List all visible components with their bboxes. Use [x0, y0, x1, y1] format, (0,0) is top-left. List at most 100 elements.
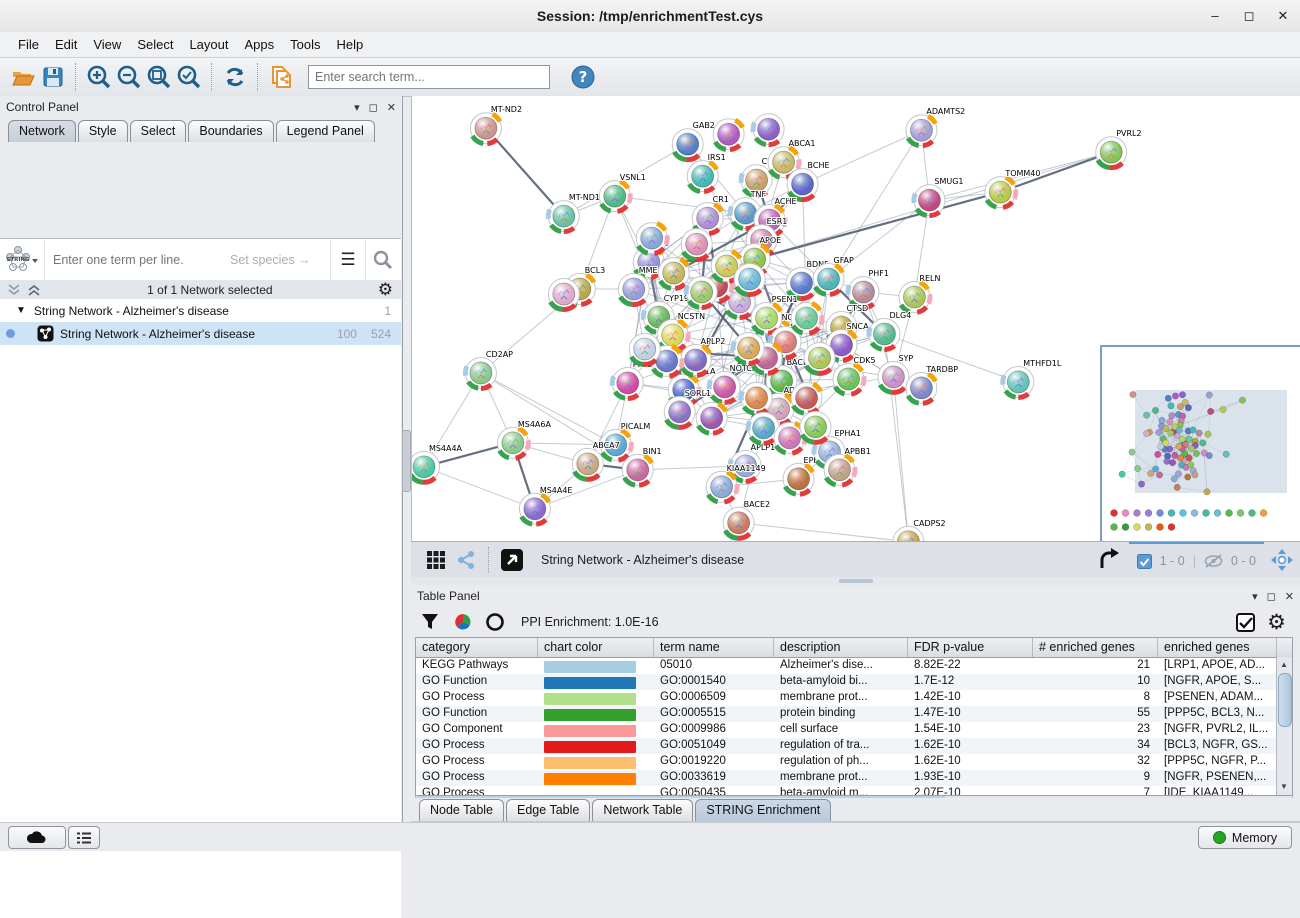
enrichment-chart-icon[interactable] — [451, 611, 475, 633]
network-node-TOMM40[interactable]: TOMM40 — [985, 169, 1041, 207]
menu-help[interactable]: Help — [329, 34, 372, 55]
horizontal-splitter[interactable] — [411, 577, 1300, 585]
task-history-button[interactable] — [68, 826, 100, 849]
menu-tools[interactable]: Tools — [282, 34, 328, 55]
network-node[interactable] — [686, 277, 717, 308]
menu-edit[interactable]: Edit — [47, 34, 85, 55]
zoom-fit-icon[interactable] — [144, 62, 174, 92]
table-float-icon[interactable]: ▾ — [1252, 590, 1258, 603]
export-network-icon[interactable] — [1091, 545, 1129, 575]
maximize-button[interactable]: ◻ — [1232, 0, 1266, 32]
navigator-icon[interactable] — [1264, 545, 1300, 575]
zoom-out-icon[interactable] — [114, 62, 144, 92]
zoom-selected-icon[interactable] — [174, 62, 204, 92]
panel-float-icon[interactable]: ▾ — [354, 101, 360, 114]
scroll-up-arrow[interactable]: ▲ — [1277, 658, 1291, 672]
collapse-all-icon[interactable] — [6, 283, 22, 297]
column-header-FDR-p-value[interactable]: FDR p-value — [908, 638, 1033, 657]
table-vertical-scrollbar[interactable]: ▲ ▼ — [1276, 657, 1292, 795]
network-node[interactable] — [658, 258, 689, 289]
cloud-tasks-button[interactable] — [8, 826, 66, 849]
help-icon[interactable]: ? — [568, 62, 598, 92]
close-button[interactable]: ✕ — [1266, 0, 1300, 32]
network-node-RELN[interactable]: RELN — [899, 274, 941, 312]
search-options-icon[interactable]: ☰ — [330, 240, 365, 280]
network-node-VSNL1[interactable]: VSNL1 — [599, 173, 646, 211]
network-node[interactable] — [713, 119, 744, 150]
network-node-CD2AP[interactable]: CD2AP — [465, 350, 513, 388]
grid-view-icon[interactable] — [421, 545, 451, 575]
table-undock-icon[interactable]: ◻ — [1267, 590, 1276, 603]
column-header--enriched-genes[interactable]: # enriched genes — [1033, 638, 1158, 657]
selected-checkbox-icon[interactable] — [1137, 554, 1152, 569]
menu-file[interactable]: File — [10, 34, 47, 55]
network-node-MS4A4A[interactable]: MS4A4A — [412, 444, 463, 482]
open-session-icon[interactable] — [8, 62, 38, 92]
network-node-CR1[interactable]: CR1 — [692, 195, 729, 233]
menu-select[interactable]: Select — [129, 34, 181, 55]
table-close-icon[interactable]: ✕ — [1285, 590, 1294, 603]
network-node[interactable] — [548, 279, 579, 310]
network-node[interactable] — [741, 382, 772, 413]
memory-button[interactable]: Memory — [1198, 826, 1292, 849]
network-node[interactable] — [800, 411, 831, 442]
hidden-eye-icon[interactable] — [1204, 554, 1223, 568]
network-node[interactable] — [629, 333, 660, 364]
menu-layout[interactable]: Layout — [181, 34, 236, 55]
menu-apps[interactable]: Apps — [237, 34, 283, 55]
ring-chart-icon[interactable] — [483, 611, 507, 633]
network-node-MTHFD1L[interactable]: MTHFD1L — [1003, 359, 1062, 397]
table-settings-gear-icon[interactable]: ⚙ — [1267, 612, 1286, 633]
network-node[interactable] — [696, 402, 727, 433]
filter-icon[interactable] — [419, 611, 441, 633]
network-node-CDK5[interactable]: CDK5 — [833, 356, 876, 394]
column-header-description[interactable]: description — [774, 638, 908, 657]
species-hint[interactable]: Set species → — [230, 253, 330, 267]
tab-edge-table[interactable]: Edge Table — [506, 799, 590, 821]
network-node-SMUG1[interactable]: SMUG1 — [914, 177, 964, 215]
string-logo-dropdown[interactable]: STRING — [0, 240, 45, 280]
tab-string-enrichment[interactable]: STRING Enrichment — [695, 799, 831, 821]
refresh-icon[interactable] — [220, 62, 250, 92]
expander-icon[interactable]: ▼ — [16, 305, 26, 316]
birds-eye-view[interactable] — [1100, 345, 1300, 543]
network-node-MS4A4E[interactable]: MS4A4E — [519, 486, 572, 524]
network-node-ADAMTS2[interactable]: ADAMTS2 — [906, 107, 965, 145]
tab-node-table[interactable]: Node Table — [419, 799, 504, 821]
network-node[interactable] — [733, 332, 764, 363]
tab-network-table[interactable]: Network Table — [592, 799, 693, 821]
network-node[interactable] — [636, 223, 667, 254]
expand-all-icon[interactable] — [26, 283, 42, 297]
scroll-down-arrow[interactable]: ▼ — [1277, 780, 1291, 794]
panel-splitter-handle[interactable] — [402, 430, 411, 492]
minimize-button[interactable]: – — [1198, 0, 1232, 32]
panel-close-icon[interactable]: ✕ — [387, 101, 396, 114]
open-in-window-icon[interactable] — [497, 545, 527, 575]
column-header-category[interactable]: category — [416, 638, 538, 657]
network-node-TARDBP[interactable]: TARDBP — [906, 365, 958, 403]
network-node-APLP1[interactable]: APLP1 — [730, 443, 775, 481]
share-view-icon[interactable] — [451, 545, 481, 575]
network-node-MT-ND1[interactable]: MT-ND1 — [548, 193, 600, 231]
save-session-icon[interactable] — [38, 62, 68, 92]
network-node[interactable] — [804, 342, 835, 373]
network-node-PVRL2[interactable]: PVRL2 — [1096, 129, 1142, 167]
search-input[interactable] — [308, 65, 550, 89]
menu-view[interactable]: View — [85, 34, 129, 55]
term-input[interactable] — [45, 252, 230, 268]
copy-network-icon[interactable] — [266, 62, 296, 92]
string-search-icon[interactable] — [365, 240, 400, 280]
network-node-MT-ND2[interactable]: MT-ND2 — [470, 105, 522, 143]
tab-style[interactable]: Style — [78, 120, 128, 142]
